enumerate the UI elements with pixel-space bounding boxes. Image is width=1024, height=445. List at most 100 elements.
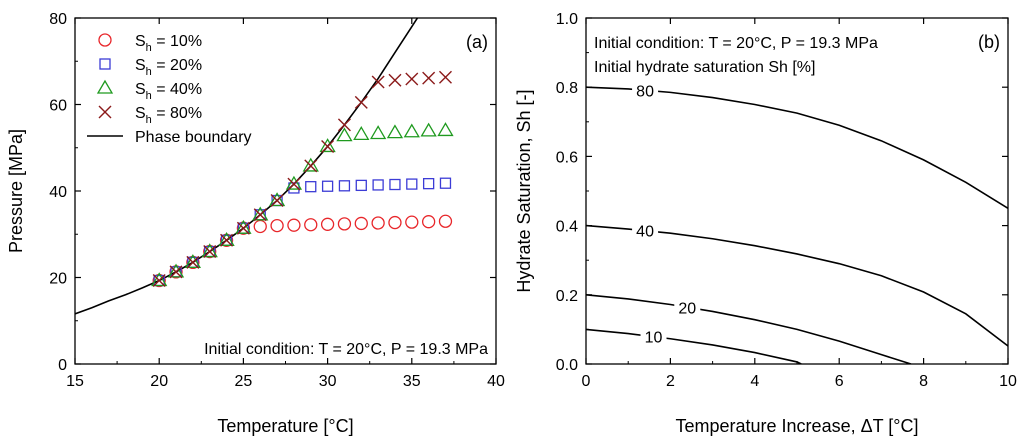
panel-a-series bbox=[75, 18, 454, 315]
panel-b-y-axis-label: Hydrate Saturation, Sh [-] bbox=[514, 89, 534, 292]
contour-label-bg bbox=[640, 326, 667, 347]
contour-line-20 bbox=[586, 294, 912, 364]
panel-a-legend: Sh = 10% Sh = 20% Sh = 40% Sh = 80% Phase bo… bbox=[87, 33, 252, 146]
panel-a-x-tick-label: 40 bbox=[487, 373, 505, 390]
panel-a-point-series-1 bbox=[355, 179, 367, 192]
panel-a-point-series-0 bbox=[287, 218, 301, 232]
panel-a-point-series-3 bbox=[220, 233, 234, 247]
contour-label-bg bbox=[632, 80, 659, 101]
panel-a-y-tick-label: 0 bbox=[58, 357, 67, 374]
panel-a-x-tick-label: 35 bbox=[403, 373, 421, 390]
panel-b-y-tick-label: 0.2 bbox=[556, 288, 578, 305]
panel-a-point-series-3 bbox=[321, 139, 335, 153]
panel-a-point-series-0 bbox=[354, 216, 368, 231]
legend-marker-swatch bbox=[96, 79, 114, 94]
panel-a-point-series-1 bbox=[422, 177, 435, 190]
panel-a-point-series-0 bbox=[320, 217, 335, 231]
panel-a-point-series-2 bbox=[184, 254, 202, 269]
panel-b-series: 80 40 20 10 bbox=[586, 80, 1008, 364]
panel-a-point-series-2 bbox=[420, 122, 437, 137]
panel-a-point-series-3 bbox=[186, 255, 200, 269]
panel-b-x-tick-label: 2 bbox=[666, 373, 675, 390]
panel-a-label: (a) bbox=[466, 32, 488, 52]
panel-a-point-series-2 bbox=[386, 124, 404, 139]
panel-a-x-axis-label: Temperature [°C] bbox=[217, 416, 353, 436]
panel-b-y-tick-label: 0.4 bbox=[556, 219, 578, 236]
legend-entry-label: Sh = 10% bbox=[135, 33, 202, 54]
panel-a-point-series-0 bbox=[371, 216, 385, 230]
panel-b-annotation-line1: Initial condition: T = 20°C, P = 19.3 MP… bbox=[594, 35, 878, 52]
panel-b-x-tick-label: 0 bbox=[582, 373, 591, 390]
panel-a-point-series-0 bbox=[438, 214, 453, 228]
contour-label: 80 bbox=[636, 83, 654, 100]
panel-a-point-series-1 bbox=[372, 179, 384, 191]
panel-a-point-series-1 bbox=[389, 178, 401, 191]
legend-marker-swatch bbox=[99, 58, 111, 70]
panel-a-point-series-0 bbox=[253, 219, 267, 234]
panel-b-annotation-line2: Initial hydrate saturation Sh [%] bbox=[594, 59, 815, 76]
panel-a-point-series-2 bbox=[252, 206, 269, 221]
panel-a-y-tick-label: 80 bbox=[49, 11, 67, 28]
panel-b-y-tick-label: 0.8 bbox=[556, 80, 578, 97]
legend-marker-swatch bbox=[98, 33, 112, 47]
contour-label-bg bbox=[674, 297, 701, 318]
panel-a-point-series-3 bbox=[287, 177, 301, 191]
panel-a-point-series-3 bbox=[438, 70, 452, 84]
panel-a-point-series-0 bbox=[337, 217, 352, 231]
contour-label: 10 bbox=[645, 330, 663, 347]
panel-a-point-series-1 bbox=[321, 180, 334, 192]
panel-b-y-tick-label: 1.0 bbox=[556, 11, 578, 28]
panel-a-point-series-2 bbox=[151, 272, 168, 287]
panel-a-x-tick-label: 30 bbox=[319, 373, 337, 390]
panel-a-x-tick-label: 20 bbox=[150, 373, 168, 390]
panel-a-point-series-3 bbox=[169, 265, 183, 279]
panel-a-x-tick-label: 25 bbox=[235, 373, 253, 390]
panel-a-point-series-1 bbox=[439, 177, 452, 189]
legend-entry-label: Phase boundary bbox=[135, 129, 252, 146]
panel-b-x-axis-label: Temperature Increase, ΔT [°C] bbox=[676, 416, 919, 436]
panel-b-label: (b) bbox=[978, 32, 1000, 52]
panel-b: 0 2 4 6 8 10 0.0 0.2 0.4 0.6 0.8 1.0 80 40 20 10 (b) I… bbox=[514, 11, 1017, 436]
panel-a-point-series-1 bbox=[305, 181, 317, 193]
panel-a-point-series-3 bbox=[388, 73, 402, 87]
contour-line-80 bbox=[586, 86, 1008, 209]
contour-label-bg bbox=[632, 220, 659, 241]
legend-marker-swatch bbox=[98, 105, 112, 119]
phase-boundary-line bbox=[75, 18, 419, 315]
panel-a-y-tick-label: 60 bbox=[49, 98, 67, 115]
panel-a-point-series-2 bbox=[201, 243, 218, 258]
panel-b-frame bbox=[585, 17, 1009, 365]
panel-a-point-series-3 bbox=[152, 274, 166, 288]
panel-a-point-series-3 bbox=[236, 221, 250, 235]
panel-b-y-tick-label: 0.6 bbox=[556, 149, 578, 166]
panel-a-point-series-0 bbox=[421, 215, 436, 229]
panel-a-point-series-0 bbox=[405, 215, 419, 229]
panel-a-point-series-3 bbox=[304, 159, 318, 173]
panel-a-point-series-3 bbox=[354, 95, 368, 109]
panel-a-point-series-2 bbox=[302, 157, 319, 172]
panel-a-point-series-2 bbox=[285, 175, 303, 190]
panel-a-point-series-3 bbox=[253, 208, 267, 222]
panel-a-point-series-2 bbox=[369, 125, 387, 140]
panel-a-point-series-3 bbox=[371, 75, 385, 89]
panel-a-point-series-2 bbox=[268, 192, 286, 207]
panel-b-x-tick-label: 6 bbox=[835, 373, 844, 390]
panel-a-annotation: Initial condition: T = 20°C, P = 19.3 MP… bbox=[204, 341, 488, 358]
panel-a-point-series-3 bbox=[422, 71, 436, 85]
panel-a-point-series-2 bbox=[353, 126, 370, 140]
legend-entry-label: Sh = 80% bbox=[135, 105, 202, 126]
panel-b-x-tick-label: 10 bbox=[999, 373, 1017, 390]
panel-a-x-tick-label: 15 bbox=[66, 373, 84, 390]
panel-a-point-series-0 bbox=[270, 218, 284, 233]
contour-label: 20 bbox=[678, 300, 696, 317]
panel-a-frame bbox=[74, 17, 497, 365]
panel-a-ticks: 15 20 25 30 35 40 0 20 40 60 80 bbox=[49, 11, 505, 390]
panel-a-point-series-2 bbox=[235, 219, 252, 234]
panel-a-point-series-3 bbox=[203, 245, 217, 259]
legend-entry-label: Sh = 20% bbox=[135, 57, 202, 78]
contour-label: 40 bbox=[636, 224, 654, 241]
panel-a-point-series-2 bbox=[167, 263, 185, 278]
panel-b-x-tick-label: 4 bbox=[750, 373, 759, 390]
panel-a-point-series-3 bbox=[270, 194, 284, 208]
